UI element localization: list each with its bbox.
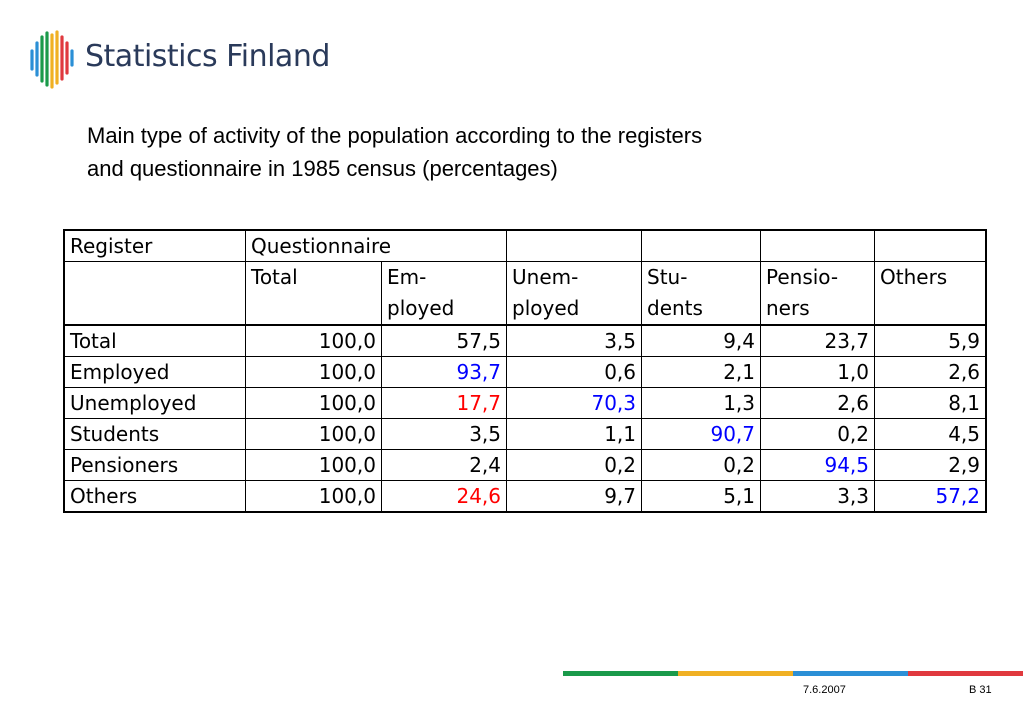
header-unemployed-line1: Unem-	[512, 265, 579, 289]
table-cell: 3,5	[381, 418, 507, 450]
header-pensioners: Pensio-ners	[760, 261, 875, 326]
header-questionnaire: Questionnaire	[245, 229, 507, 262]
header-total: Total	[245, 261, 382, 326]
table-row: Unemployed 100,0 17,7 70,3 1,3 2,6 8,1	[63, 387, 987, 419]
header-students-line1: Stu-	[647, 265, 688, 289]
table-cell: 5,1	[641, 480, 761, 513]
table-cell: 3,3	[760, 480, 875, 513]
header-pensioners-line1: Pensio-	[766, 265, 839, 289]
table-cell: 2,9	[874, 449, 987, 481]
table-cell: 100,0	[245, 324, 382, 357]
header-empty-cell	[641, 229, 761, 262]
table-cell: 2,4	[381, 449, 507, 481]
logo-text: Statistics Finland	[85, 39, 330, 74]
table-cell: 2,6	[760, 387, 875, 419]
table-cell: 100,0	[245, 449, 382, 481]
header-empty-cell	[63, 261, 246, 326]
table-cell: 17,7	[381, 387, 507, 419]
data-table: Register Questionnaire Total Em-ployed U…	[63, 229, 987, 513]
header-empty-cell	[760, 229, 875, 262]
table-cell: 100,0	[245, 480, 382, 513]
table-cell: 1,1	[506, 418, 642, 450]
header-register: Register	[63, 229, 246, 262]
table-row: Students 100,0 3,5 1,1 90,7 0,2 4,5	[63, 418, 987, 450]
header-others: Others	[874, 261, 987, 326]
table-row: Pensioners 100,0 2,4 0,2 0,2 94,5 2,9	[63, 449, 987, 481]
table-cell: 100,0	[245, 418, 382, 450]
header-empty-cell	[874, 229, 987, 262]
footer-page-number: B 31	[969, 684, 992, 696]
table-cell: 2,6	[874, 356, 987, 388]
header-empty-cell	[506, 229, 642, 262]
table-cell: 9,7	[506, 480, 642, 513]
row-label: Employed	[63, 356, 246, 388]
table-cell: 1,0	[760, 356, 875, 388]
table-row: Employed 100,0 93,7 0,6 2,1 1,0 2,6	[63, 356, 987, 388]
footer-bar-segment	[908, 671, 1023, 676]
table-cell: 57,5	[381, 324, 507, 357]
row-label: Pensioners	[63, 449, 246, 481]
header-students-line2: dents	[647, 296, 703, 320]
table-cell: 3,5	[506, 324, 642, 357]
table-cell: 0,2	[641, 449, 761, 481]
table-cell: 8,1	[874, 387, 987, 419]
header-employed-line1: Em-	[387, 265, 427, 289]
table-cell: 4,5	[874, 418, 987, 450]
header-row-2: Total Em-ployed Unem-ployed Stu-dents Pe…	[63, 261, 987, 326]
table-cell: 24,6	[381, 480, 507, 513]
statistics-finland-bars-logo-icon	[30, 30, 74, 89]
table-row: Total 100,0 57,5 3,5 9,4 23,7 5,9	[63, 324, 987, 357]
footer-bar-segment	[678, 671, 793, 676]
table-cell: 70,3	[506, 387, 642, 419]
table-cell: 0,2	[760, 418, 875, 450]
table-cell: 23,7	[760, 324, 875, 357]
table-cell: 2,1	[641, 356, 761, 388]
table-cell: 57,2	[874, 480, 987, 513]
row-label: Unemployed	[63, 387, 246, 419]
header-pensioners-line2: ners	[766, 296, 810, 320]
page-title: Main type of activity of the population …	[87, 119, 927, 185]
header-employed: Em-ployed	[381, 261, 507, 326]
table-cell: 1,3	[641, 387, 761, 419]
table-cell: 94,5	[760, 449, 875, 481]
row-label: Others	[63, 480, 246, 513]
table-row: Others 100,0 24,6 9,7 5,1 3,3 57,2	[63, 480, 987, 513]
footer-date: 7.6.2007	[803, 684, 846, 696]
logo: Statistics Finland	[28, 28, 330, 90]
row-label: Total	[63, 324, 246, 357]
table-cell: 5,9	[874, 324, 987, 357]
footer-bar-segment	[793, 671, 908, 676]
header-unemployed: Unem-ployed	[506, 261, 642, 326]
table-cell: 0,2	[506, 449, 642, 481]
table-cell: 9,4	[641, 324, 761, 357]
table-cell: 100,0	[245, 356, 382, 388]
header-students: Stu-dents	[641, 261, 761, 326]
header-employed-line2: ployed	[387, 296, 455, 320]
title-line-1: Main type of activity of the population …	[87, 123, 703, 148]
header-row-1: Register Questionnaire	[63, 229, 987, 262]
title-line-2: and questionnaire in 1985 census (percen…	[87, 156, 558, 181]
table-cell: 93,7	[381, 356, 507, 388]
footer-bar-segment	[563, 671, 678, 676]
table-cell: 100,0	[245, 387, 382, 419]
header-unemployed-line2: ployed	[512, 296, 580, 320]
table-cell: 90,7	[641, 418, 761, 450]
row-label: Students	[63, 418, 246, 450]
table-cell: 0,6	[506, 356, 642, 388]
